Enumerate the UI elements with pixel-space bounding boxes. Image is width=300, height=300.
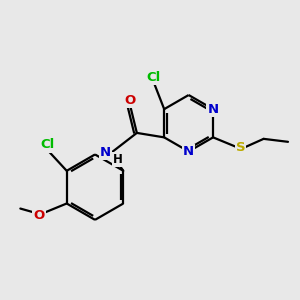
Text: Cl: Cl bbox=[147, 71, 161, 84]
Text: O: O bbox=[33, 209, 45, 222]
Text: N: N bbox=[208, 103, 219, 116]
Text: Cl: Cl bbox=[40, 138, 55, 152]
Text: H: H bbox=[113, 153, 123, 166]
Text: N: N bbox=[100, 146, 111, 159]
Text: S: S bbox=[236, 141, 245, 154]
Text: N: N bbox=[183, 145, 194, 158]
Text: O: O bbox=[125, 94, 136, 107]
